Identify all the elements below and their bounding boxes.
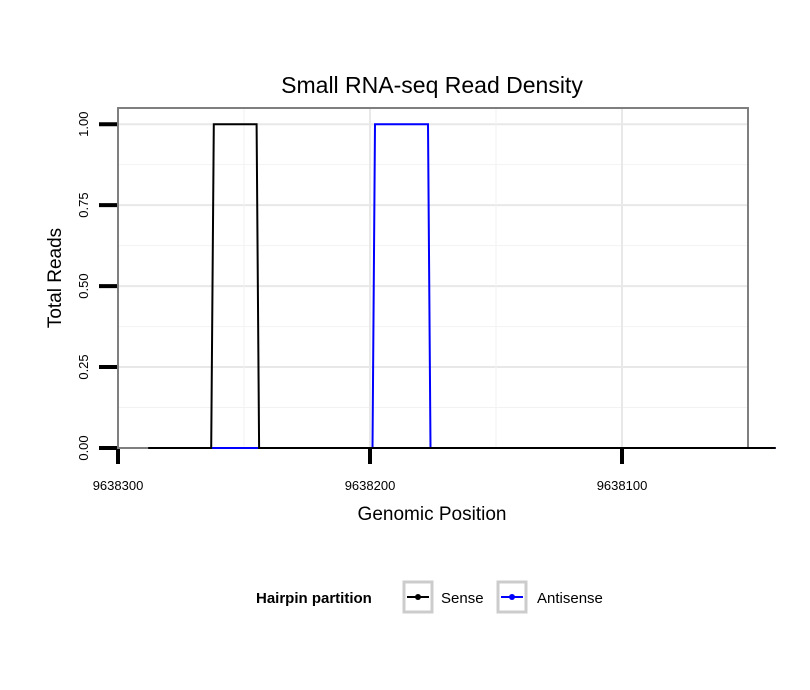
x-axis: 9638300 9638200 9638100 <box>93 449 648 493</box>
series-line-sense <box>148 123 776 449</box>
x-axis-title: Genomic Position <box>358 504 507 525</box>
legend: Hairpin partition Sense Antisense <box>256 580 603 614</box>
y-tick-label: 0.00 <box>76 435 91 460</box>
legend-item-sense: Sense <box>402 580 484 614</box>
legend-label-sense: Sense <box>441 590 484 607</box>
series-layer <box>148 123 776 449</box>
y-axis: 0.00 0.25 0.50 0.75 1.00 <box>76 112 117 461</box>
legend-item-antisense: Antisense <box>496 580 603 614</box>
legend-dot-sense <box>415 594 421 600</box>
legend-title: Hairpin partition <box>256 590 372 607</box>
x-tick-label: 9638300 <box>93 478 144 493</box>
legend-label-antisense: Antisense <box>537 590 603 607</box>
y-axis-title: Total Reads <box>45 228 66 328</box>
legend-dot-antisense <box>509 594 515 600</box>
y-tick-label: 0.75 <box>76 192 91 217</box>
y-tick-label: 1.00 <box>76 112 91 137</box>
y-tick-label: 0.25 <box>76 354 91 379</box>
x-tick-label: 9638200 <box>345 478 396 493</box>
y-tick-label: 0.50 <box>76 273 91 298</box>
chart-title: Small RNA-seq Read Density <box>281 72 583 98</box>
x-tick-label: 9638100 <box>597 478 648 493</box>
